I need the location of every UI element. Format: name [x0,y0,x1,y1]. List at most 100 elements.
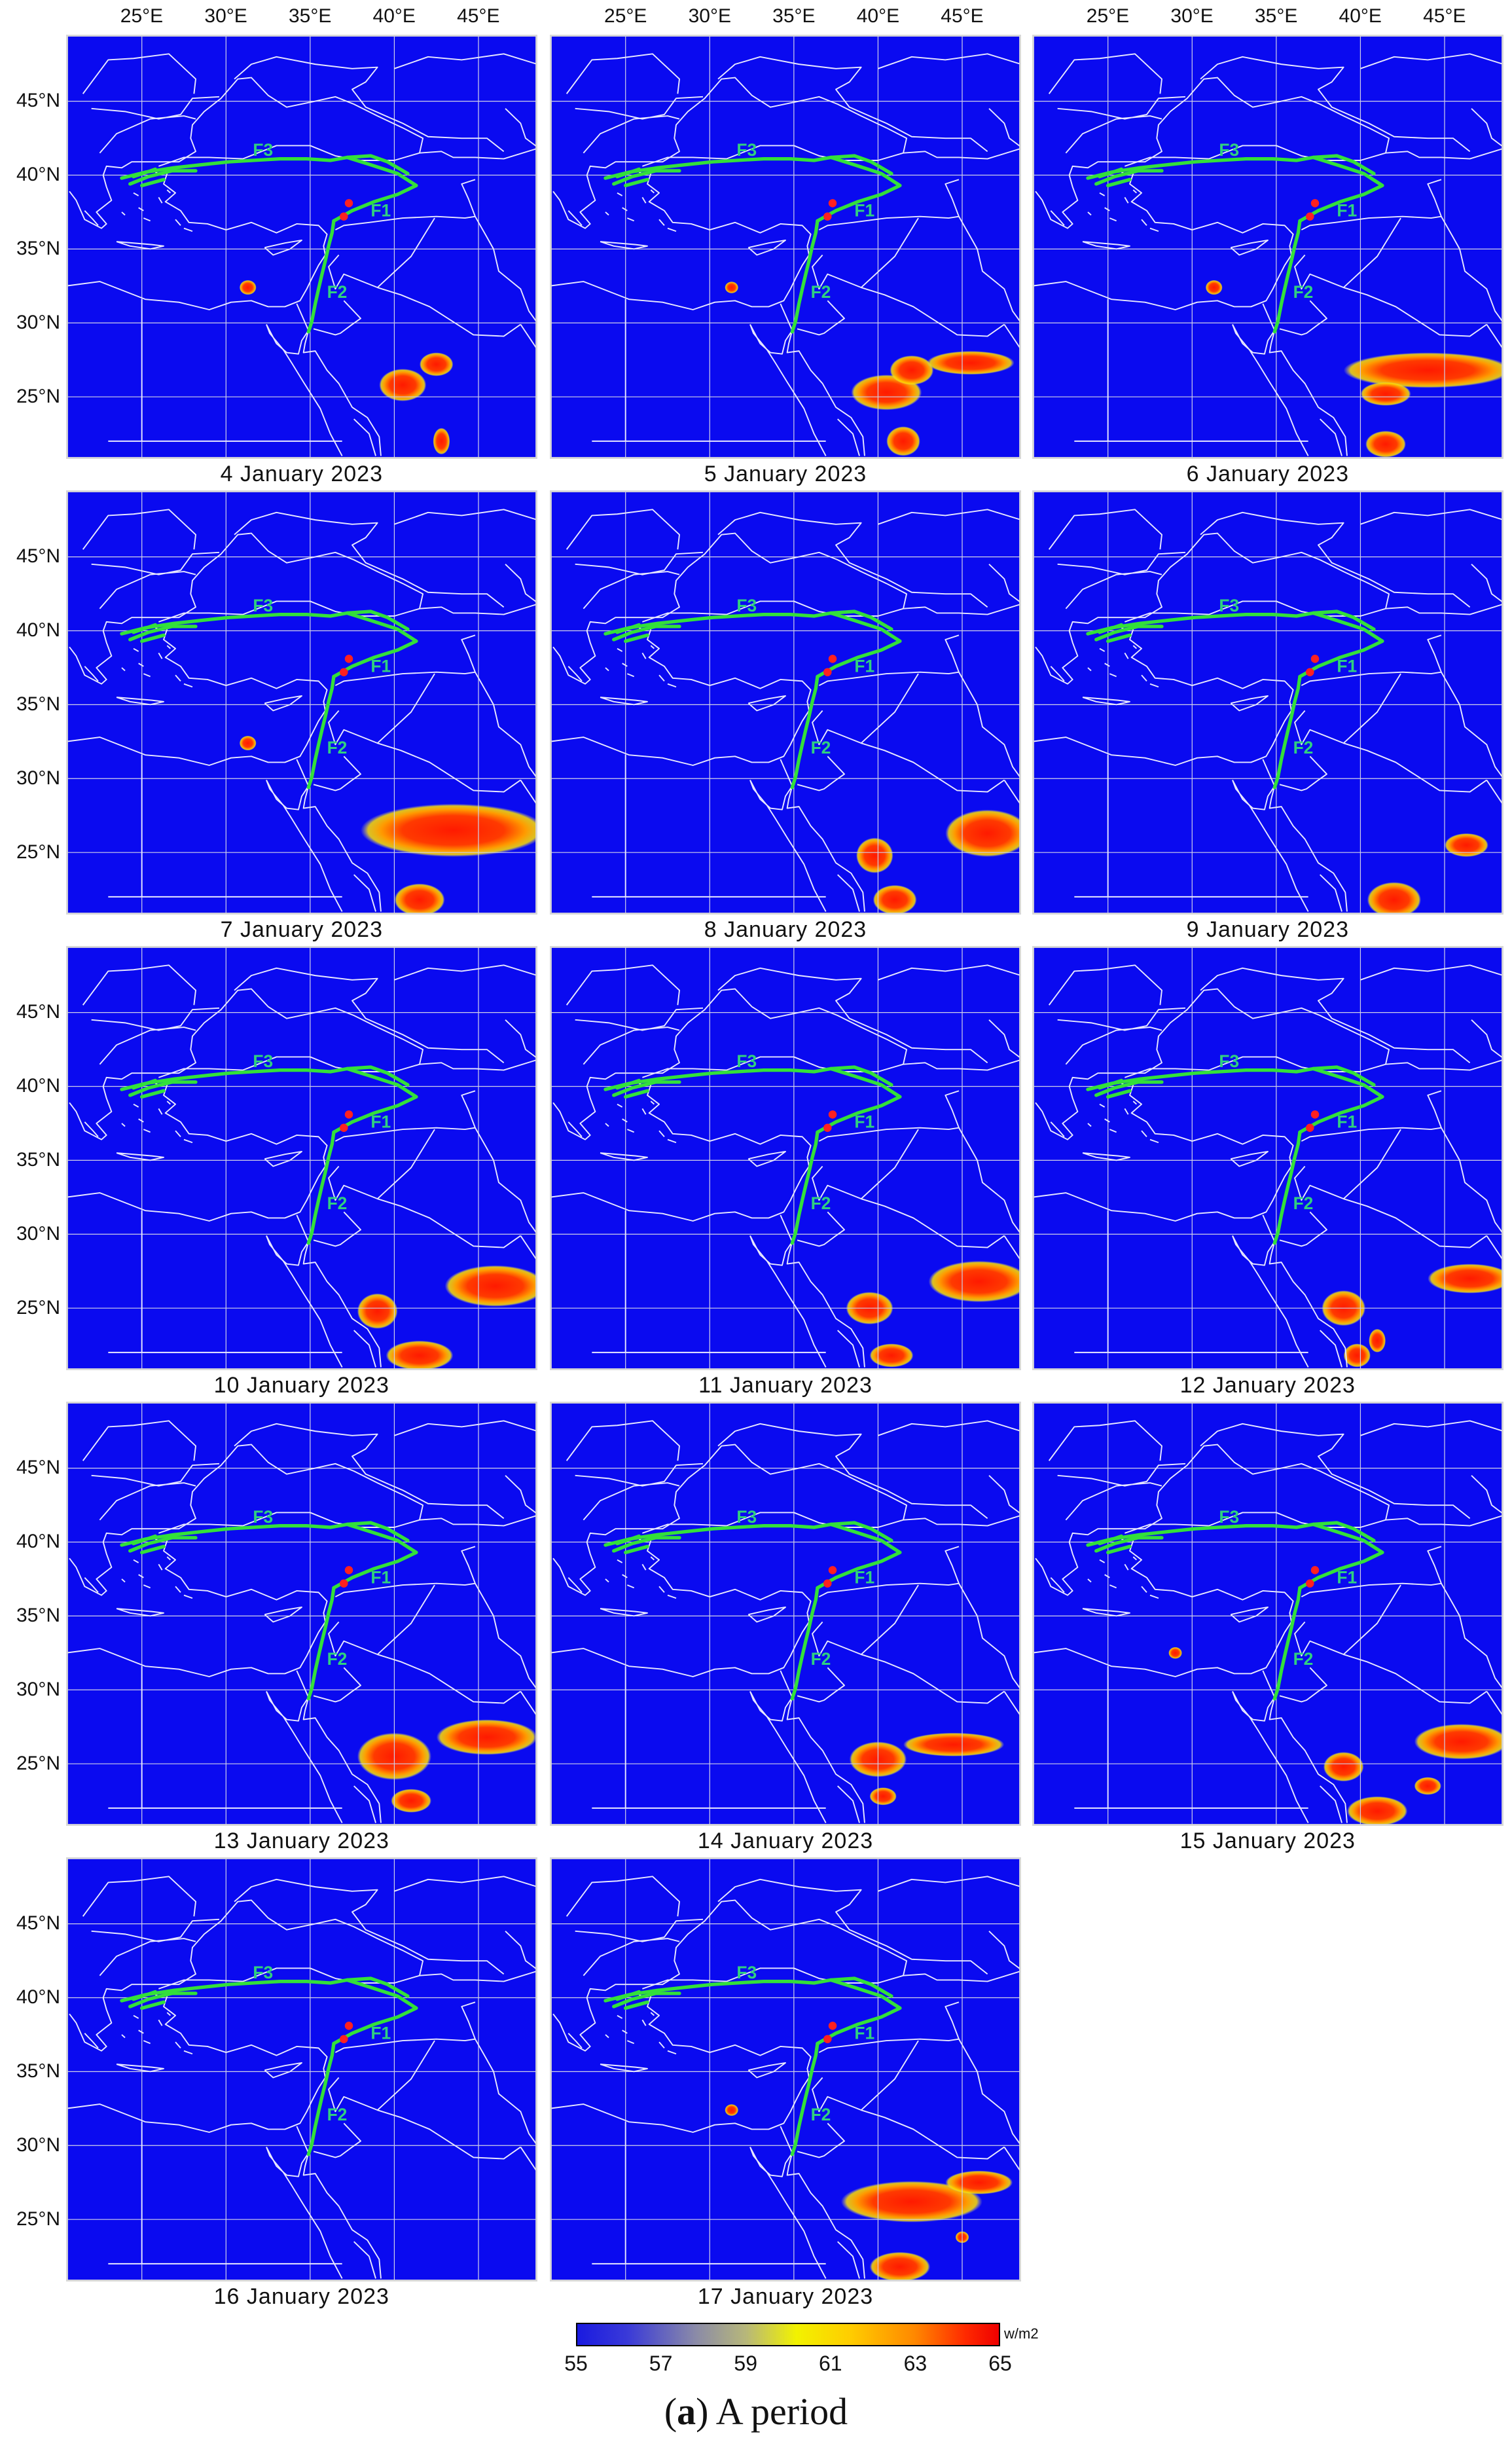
coastline [91,1918,219,1942]
panel-frame [1032,1401,1503,1826]
coastline [749,1690,865,1823]
fault-line [1106,177,1132,187]
coastline [158,600,420,623]
coastline [353,418,376,456]
fault-label: F2 [327,1193,347,1213]
coastline [121,2034,126,2039]
coastline [1293,217,1401,290]
coastline [1301,1090,1442,1142]
lat-tick-label: 40°N [16,1075,60,1097]
fault-line [816,1522,902,1590]
fault-line [306,2041,336,2156]
heat-anomaly [1367,882,1421,915]
fault-line [1272,1586,1302,1701]
coastline [1149,1138,1159,1143]
coastline [1057,96,1185,120]
coastline [667,227,677,232]
coastline [797,2122,845,2158]
coastline [166,189,171,194]
heat-anomaly [1360,382,1411,406]
lat-tick-label: 25°N [16,385,60,407]
caption-open: ( [664,2390,677,2433]
coastline [121,1123,126,1127]
heat-anomaly [433,427,450,455]
epicenter-marker [823,1123,832,1132]
coastline [988,1019,1021,1059]
coastline [717,1878,874,1941]
panel-frame [65,1401,537,1826]
fault-line [1094,624,1164,642]
fault-label: F1 [370,1112,391,1132]
coastline [812,673,919,746]
coastline [747,239,786,256]
epicenter-marker [828,198,837,208]
coastline [1124,1512,1386,1534]
coastline [1099,192,1105,196]
fault-line [1272,219,1302,334]
coastline [605,1123,609,1127]
coastline [82,1420,196,1461]
coastline [474,1583,537,1690]
coastline [600,1152,648,1161]
coastline [1301,1546,1442,1597]
coastline [1124,145,1386,167]
lat-tick-label: 25°N [16,1752,60,1774]
panel-frame [65,34,537,459]
coastline [1262,1214,1275,1242]
coastline [175,2041,181,2048]
coastline [1050,1576,1065,1593]
coastline [377,287,521,337]
fault-line [1272,674,1302,790]
coastline [520,1690,537,1717]
coastline [988,107,1021,148]
coastline [818,634,960,686]
epicenter-marker [828,654,837,663]
coastline [1124,1056,1386,1078]
fault-line [816,155,902,223]
fault-line [306,674,336,790]
coastline [296,759,309,786]
coastline [667,683,677,687]
fault-line [1298,155,1384,223]
lon-tick-label: 40°E [1339,5,1382,27]
map-svg: F1 F2 F3 [1032,1401,1503,1826]
fault-line [615,1534,641,1546]
coastline [873,1028,988,1063]
coastline [1141,1586,1147,1593]
coastline [389,1483,505,1519]
epicenter-marker [1310,1565,1320,1574]
coastline [116,240,164,250]
coastline [797,300,845,336]
colorbar-tick-label: 65 [988,2352,1012,2375]
heat-anomaly [394,883,445,915]
epicenter-marker [1305,1123,1314,1132]
coastline [158,145,420,167]
fault-line [120,1521,410,1547]
coastline [313,755,361,791]
heat-anomaly [856,837,893,873]
coastline [605,211,609,216]
coastline [861,1198,1005,1248]
coastline [1065,1482,1162,1521]
lon-tick-label: 35°E [288,5,332,27]
coastline [1200,1423,1356,1485]
lon-tick-label: 35°E [1254,5,1298,27]
coastline [658,1130,665,1137]
coastline [313,1667,361,1703]
coastline [861,287,1005,337]
map-background [1032,1401,1503,1826]
coastline [1124,1563,1129,1571]
fault-label: F2 [1293,1649,1313,1669]
coastline [1343,1198,1487,1248]
colorbar-tick-label: 55 [564,2352,588,2375]
coastline [133,192,139,196]
fault-line [120,154,410,180]
coastline [334,1546,476,1597]
coastline [116,696,164,706]
panel-date-label: 11 January 2023 [698,1372,873,1398]
epicenter-marker [1310,654,1320,663]
lat-tick-label: 35°N [16,238,60,260]
coastline [137,207,144,211]
map-panel: F1 F2 F3 10 January 2023 [65,945,537,1409]
coastline [566,964,680,1006]
